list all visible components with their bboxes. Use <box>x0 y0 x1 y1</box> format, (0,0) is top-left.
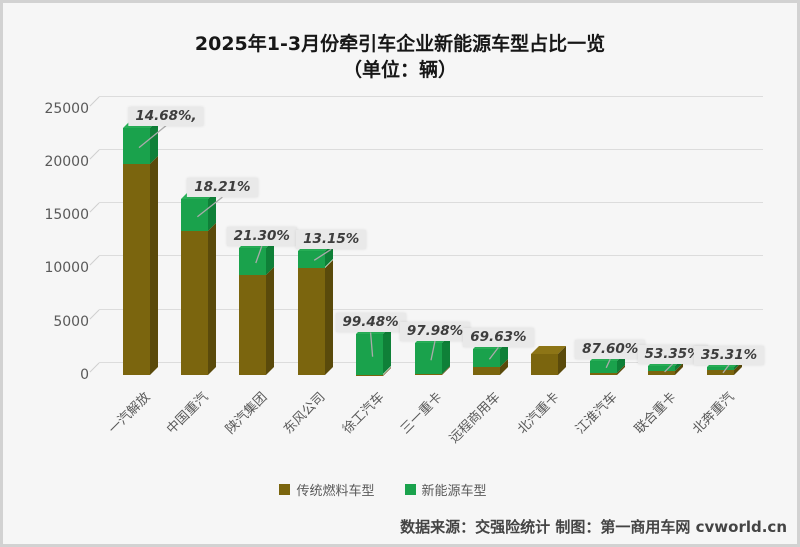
y-axis-label: 15000 <box>44 207 89 224</box>
gridline <box>99 202 763 204</box>
gridline <box>99 255 763 257</box>
percent-label: 21.30% <box>226 227 297 247</box>
bar-segment-traditional <box>297 267 325 375</box>
bar-segment-traditional <box>472 367 500 375</box>
y-axis-label: 20000 <box>44 153 89 170</box>
bar-segment-traditional <box>414 374 442 375</box>
bar-segment-new-energy <box>122 127 150 164</box>
chart-title: 2025年1-3月份牵引车企业新能源车型占比一览 （单位：辆） <box>3 31 797 83</box>
bar-segment-traditional <box>180 231 208 375</box>
bar-segment-new-energy <box>472 349 500 368</box>
bar-segment-traditional <box>531 354 559 375</box>
y-axis-tick <box>89 202 100 213</box>
gridline <box>99 148 763 150</box>
chart-title-unit: （单位：辆） <box>342 59 457 81</box>
percent-label: 97.98% <box>399 322 471 342</box>
y-axis-label: 25000 <box>44 100 89 117</box>
data-source-credit: 数据来源：交强险统计 制图：第一商用车网 cvworld.cn <box>400 518 787 536</box>
gridline <box>99 308 763 310</box>
y-axis-label: 10000 <box>44 260 89 277</box>
bar-segment-traditional-side <box>149 155 158 375</box>
percent-label: 13.15% <box>296 230 367 250</box>
new-energy-swatch-icon <box>404 484 416 495</box>
bar-segment-new-energy <box>706 366 734 370</box>
percent-label: 99.48% <box>335 313 406 333</box>
bar-segment-traditional <box>589 373 617 375</box>
legend-item-traditional: 传统燃料车型 <box>279 480 375 499</box>
bar-segment-traditional <box>239 275 267 375</box>
percent-label: 53.35% <box>637 344 708 364</box>
legend: 传统燃料车型 新能源车型 <box>3 480 763 499</box>
y-axis-label: 0 <box>80 367 89 383</box>
bar-segment-traditional <box>706 369 734 375</box>
gridline <box>99 95 763 97</box>
percent-label: 35.31% <box>693 345 765 365</box>
bar-segment-traditional-side <box>266 267 275 375</box>
bar-segment-new-energy <box>589 361 617 374</box>
legend-label-new-energy: 新能源车型 <box>421 484 487 499</box>
bar-segment-new-energy <box>414 343 442 375</box>
y-axis-tick <box>89 309 100 320</box>
bar-segment-new-energy <box>239 248 267 276</box>
y-axis-tick <box>89 149 100 160</box>
percent-label: 69.63% <box>463 328 534 348</box>
percent-label: 87.60% <box>575 340 646 360</box>
plot-area: 0 5000 10000 15000 20000 25000 14.68%, 一汽解放 18.2… <box>3 3 797 544</box>
bar-segment-traditional-side <box>207 223 216 375</box>
chart-title-line1: 2025年1-3月份牵引车企业新能源车型占比一览 <box>194 33 606 55</box>
bar-segment-traditional <box>122 163 150 375</box>
percent-label: 14.68%, <box>128 106 204 126</box>
bar-segment-new-energy <box>356 334 384 375</box>
y-axis-tick <box>89 255 100 266</box>
percent-label: 18.21% <box>187 178 258 198</box>
bar-segment-traditional-side <box>324 259 333 375</box>
y-axis-tick <box>89 96 100 106</box>
traditional-fuel-swatch-icon <box>279 484 291 495</box>
bar-segment-new-energy <box>180 199 208 232</box>
bar-segment-new-energy <box>648 365 676 371</box>
bar-segment-traditional <box>648 370 676 375</box>
legend-label-traditional: 传统燃料车型 <box>296 484 375 499</box>
y-axis-label: 5000 <box>53 313 89 330</box>
legend-item-new-energy: 新能源车型 <box>404 480 487 499</box>
bar-segment-new-energy <box>297 251 325 268</box>
y-axis-tick <box>89 362 100 373</box>
